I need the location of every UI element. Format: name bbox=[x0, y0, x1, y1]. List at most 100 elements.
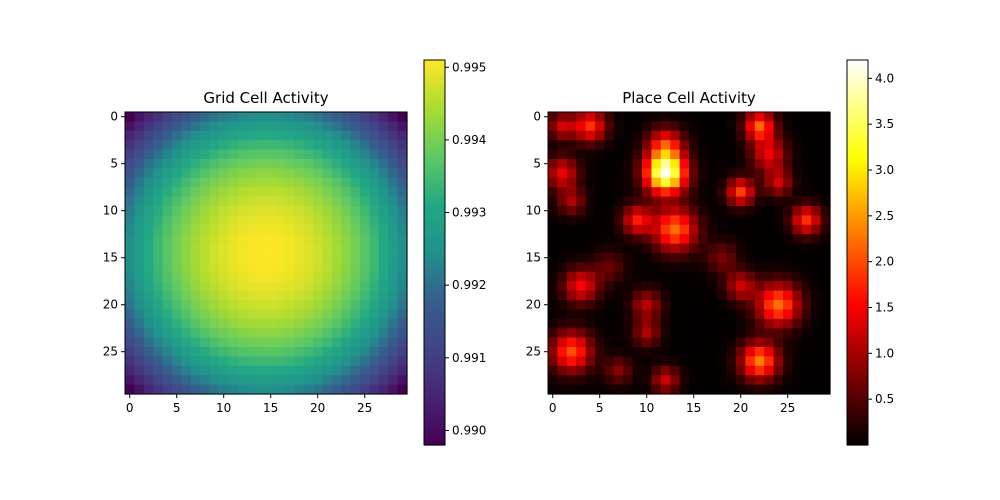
grid-heatmap-cell bbox=[322, 159, 333, 169]
place-heatmap-cell bbox=[801, 347, 812, 357]
grid-colorbar-segment bbox=[424, 420, 445, 424]
grid-colorbar-segment bbox=[424, 286, 445, 290]
grid-heatmap-cell bbox=[303, 318, 314, 329]
grid-heatmap-cell bbox=[350, 112, 361, 122]
grid-heatmap-cell bbox=[388, 356, 399, 367]
grid-heatmap-cell bbox=[219, 130, 229, 141]
place-heatmap-cell bbox=[613, 140, 624, 151]
grid-heatmap-cell bbox=[284, 234, 295, 245]
grid-heatmap-cell bbox=[360, 318, 370, 329]
grid-heatmap-cell bbox=[294, 309, 305, 320]
place-heatmap-cell bbox=[595, 309, 605, 320]
place-heatmap-cell bbox=[792, 337, 803, 348]
place-heatmap-cell bbox=[632, 243, 643, 254]
place-heatmap-cell bbox=[801, 130, 812, 141]
place-colorbar-segment bbox=[847, 137, 868, 141]
grid-heatmap-cell bbox=[284, 384, 295, 395]
grid-heatmap-cell bbox=[190, 243, 201, 254]
grid-heatmap-cell bbox=[397, 375, 408, 386]
place-heatmap-cell bbox=[689, 375, 699, 386]
place-heatmap-cell bbox=[585, 271, 596, 282]
grid-heatmap-cell bbox=[181, 215, 192, 226]
grid-heatmap-cell bbox=[209, 300, 220, 310]
place-heatmap-cell bbox=[548, 206, 558, 216]
grid-heatmap-cell bbox=[397, 177, 408, 188]
grid-heatmap-cell bbox=[190, 159, 201, 169]
place-colorbar-segment bbox=[847, 286, 868, 290]
grid-heatmap-cell bbox=[134, 112, 145, 122]
grid-colorbar-segment bbox=[424, 180, 445, 184]
place-heatmap-cell bbox=[679, 328, 690, 339]
grid-heatmap-cell bbox=[134, 300, 145, 310]
place-heatmap-cell bbox=[660, 243, 671, 254]
grid-heatmap-cell bbox=[378, 318, 389, 329]
grid-colorbar-segment bbox=[424, 295, 445, 299]
grid-heatmap-cell bbox=[134, 130, 145, 141]
place-colorbar-tick-label: 1.0 bbox=[875, 346, 894, 360]
grid-heatmap-cell bbox=[360, 253, 370, 263]
place-heatmap-cell bbox=[660, 356, 671, 367]
grid-heatmap-cell bbox=[284, 159, 295, 169]
grid-colorbar-segment bbox=[424, 105, 445, 109]
place-heatmap-cell bbox=[736, 365, 746, 376]
place-colorbar-segment bbox=[847, 115, 868, 119]
grid-heatmap-cell bbox=[275, 337, 286, 348]
place-heatmap-cell bbox=[595, 215, 605, 226]
grid-heatmap-cell bbox=[275, 309, 286, 320]
grid-heatmap-cell bbox=[200, 384, 211, 395]
grid-heatmap-cell bbox=[256, 140, 267, 151]
place-heatmap-cell bbox=[670, 224, 681, 235]
grid-heatmap-cell bbox=[200, 130, 211, 141]
place-heatmap-cell bbox=[679, 206, 690, 216]
grid-heatmap-cell bbox=[360, 215, 370, 226]
place-heatmap-cell bbox=[557, 375, 568, 386]
place-heatmap-cell bbox=[595, 206, 605, 216]
place-heatmap-cell bbox=[679, 365, 690, 376]
place-heatmap-cell bbox=[642, 300, 652, 310]
place-heatmap-cell bbox=[707, 375, 718, 386]
place-heatmap-cell bbox=[557, 347, 568, 357]
grid-heatmap-cell bbox=[256, 300, 267, 310]
grid-heatmap-cell bbox=[153, 234, 164, 245]
grid-heatmap-cell bbox=[256, 130, 267, 141]
grid-heatmap-cell bbox=[294, 121, 305, 132]
place-heatmap-cell bbox=[801, 159, 812, 169]
place-heatmap-cell bbox=[557, 262, 568, 273]
grid-heatmap-cell bbox=[378, 215, 389, 226]
place-heatmap-cell bbox=[632, 149, 643, 160]
grid-heatmap-cell bbox=[219, 177, 229, 188]
grid-heatmap-cell bbox=[322, 262, 333, 273]
place-heatmap-cell bbox=[604, 112, 615, 122]
place-heatmap-cell bbox=[801, 234, 812, 245]
grid-colorbar-segment bbox=[424, 230, 445, 234]
grid-heatmap-cell bbox=[294, 112, 305, 122]
grid-heatmap-cell bbox=[294, 206, 305, 216]
grid-colorbar-segment bbox=[424, 382, 445, 386]
place-colorbar-segment bbox=[847, 406, 868, 410]
place-heatmap-cell bbox=[698, 300, 709, 310]
place-heatmap-cell bbox=[670, 337, 681, 348]
grid-colorbar-segment bbox=[424, 221, 445, 225]
grid-heatmap-cell bbox=[134, 196, 145, 207]
grid-heatmap-cell bbox=[303, 177, 314, 188]
place-heatmap-cell bbox=[576, 300, 587, 310]
grid-heatmap-cell bbox=[125, 281, 135, 292]
place-heatmap-cell bbox=[745, 347, 756, 357]
grid-heatmap-cell bbox=[190, 215, 201, 226]
place-heatmap-cell bbox=[820, 384, 831, 395]
grid-heatmap-cell bbox=[388, 187, 399, 198]
place-heatmap-cell bbox=[576, 168, 587, 179]
place-heatmap-cell bbox=[660, 130, 671, 141]
place-heatmap-cell bbox=[745, 224, 756, 235]
place-colorbar-segment bbox=[847, 336, 868, 340]
place-heatmap-cell bbox=[585, 196, 596, 207]
grid-heatmap-cell bbox=[219, 159, 229, 169]
grid-colorbar-segment bbox=[424, 348, 445, 352]
grid-heatmap-cell bbox=[275, 375, 286, 386]
place-heatmap-cell bbox=[754, 365, 765, 376]
place-heatmap-cell bbox=[689, 121, 699, 132]
grid-heatmap-cell bbox=[125, 112, 135, 122]
grid-heatmap-cell bbox=[125, 318, 135, 329]
grid-heatmap-cell bbox=[341, 384, 352, 395]
place-heatmap-cell bbox=[792, 356, 803, 367]
